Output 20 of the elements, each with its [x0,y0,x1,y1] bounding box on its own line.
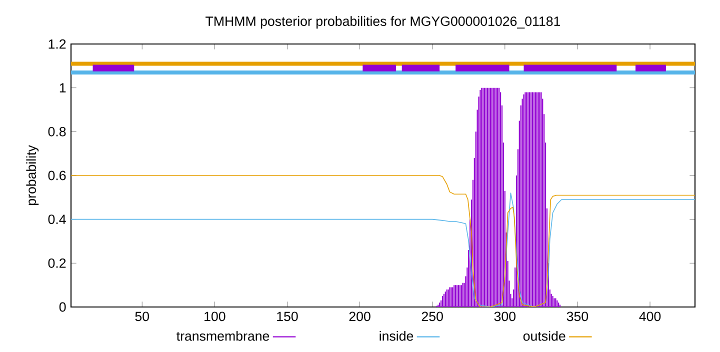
x-tick-label: 100 [204,312,226,322]
y-tick-label: 0.8 [48,126,66,136]
y-tick-label: 1 [60,83,66,92]
y-tick-label: 0 [59,302,66,312]
x-tick-label: 250 [422,312,443,322]
x-tick-label: 400 [639,312,661,322]
x-tick-label: 150 [277,312,298,322]
y-tick-label: 0.2 [48,258,66,268]
x-tick-label: 50 [135,312,150,322]
legend-label: transmembrane [176,330,270,341]
legend-label: outside [523,330,566,341]
x-tick-label: 350 [566,312,588,322]
legend-label: inside [380,330,414,341]
y-tick-label: 0.6 [48,170,66,180]
y-tick-label: 0.4 [48,214,66,224]
x-tick-label: 200 [349,312,370,322]
y-tick-label: 1.2 [48,39,66,49]
x-tick-label: 300 [494,312,516,322]
chart-title: TMHMM posterior probabilities for MGYG000001026_01181 [206,16,560,29]
y-axis-title: probability [26,145,39,206]
